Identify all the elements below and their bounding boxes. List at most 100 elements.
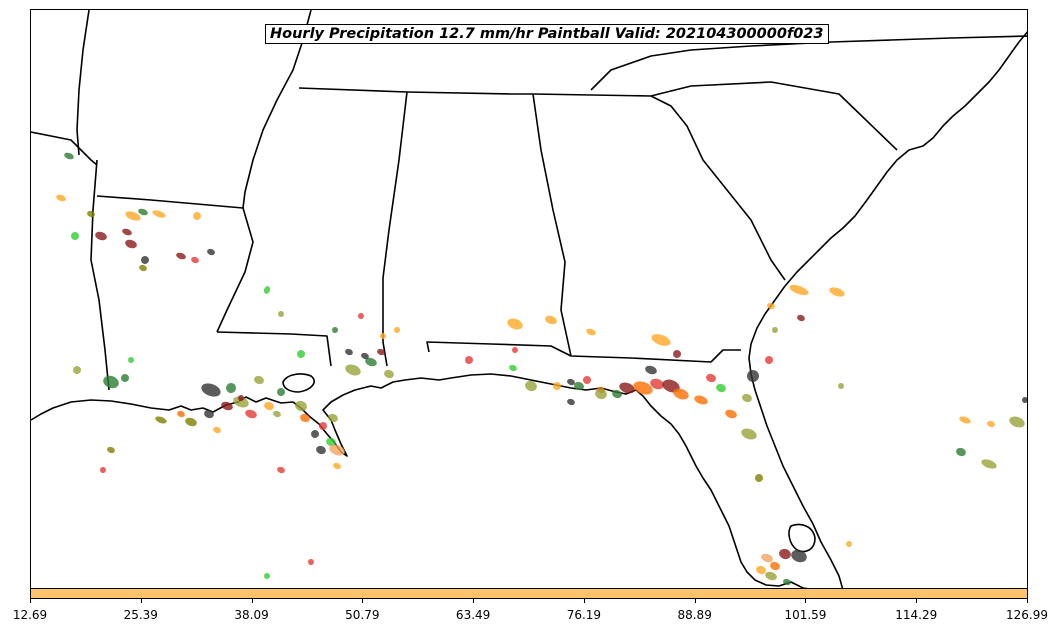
- border-al-fl: [426, 341, 712, 363]
- precip-blob: [761, 553, 773, 563]
- precip-blob: [277, 388, 285, 396]
- precip-blob: [308, 559, 314, 565]
- precip-blob: [783, 578, 791, 586]
- precip-blob: [756, 565, 766, 575]
- precip-blob: [767, 302, 775, 310]
- precip-blob: [201, 383, 221, 397]
- colorbar-tick-label: 114.29: [895, 608, 938, 622]
- precip-blob: [345, 364, 361, 376]
- precip-blob: [987, 420, 995, 428]
- precip-blob: [567, 378, 575, 386]
- precip-blob: [207, 248, 215, 256]
- precip-blob: [264, 573, 270, 579]
- colorbar-tick: [140, 599, 142, 603]
- precip-blob: [747, 370, 759, 382]
- border-la-east: [216, 207, 254, 333]
- colorbar-tick: [473, 599, 475, 603]
- precip-blob: [300, 413, 310, 423]
- precip-blob: [673, 350, 681, 358]
- precip-blob: [71, 232, 79, 240]
- precip-blob: [125, 239, 137, 249]
- precip-blob: [765, 356, 773, 364]
- map-panel: Hourly Precipitation 12.7 mm/hr Paintbal…: [30, 9, 1028, 589]
- precip-blob: [838, 383, 844, 389]
- precip-blob: [673, 388, 689, 400]
- lake-okeechobee: [788, 523, 816, 553]
- precip-blob: [586, 328, 596, 336]
- colorbar-tick-label: 12.69: [12, 608, 48, 622]
- precip-blob: [741, 428, 757, 440]
- border-ms-al: [382, 91, 408, 367]
- precip-blob: [716, 383, 726, 393]
- precip-blob: [789, 284, 809, 296]
- colorbar-tick: [583, 599, 585, 603]
- precip-blob: [56, 194, 66, 202]
- precip-blob: [583, 376, 591, 384]
- border-nc-sc: [650, 81, 898, 151]
- precip-blob: [213, 426, 221, 434]
- precip-blob: [545, 315, 557, 325]
- precip-blob: [103, 375, 119, 389]
- precip-blob: [221, 401, 233, 411]
- border-ga-fl: [710, 349, 741, 363]
- colorbar-tick: [916, 599, 918, 603]
- precip-blob: [956, 447, 966, 457]
- precip-blob: [981, 459, 997, 469]
- precip-blob: [329, 444, 345, 456]
- precip-blob: [152, 210, 166, 218]
- colorbar: [30, 588, 1028, 599]
- colorbar-tick-label: 76.19: [566, 608, 602, 622]
- colorbar-tick-label: 101.59: [784, 608, 827, 622]
- precip-blob: [345, 348, 353, 356]
- precip-blob: [277, 466, 285, 474]
- precip-blob: [651, 334, 671, 346]
- precip-blob: [254, 375, 264, 385]
- precip-blob: [512, 347, 518, 353]
- precip-blob: [553, 382, 561, 390]
- precip-blob: [125, 211, 141, 221]
- precip-blob: [138, 208, 148, 216]
- precip-blob: [612, 389, 622, 399]
- precip-blob: [107, 446, 115, 454]
- precip-blob: [772, 327, 778, 333]
- colorbar-tick: [30, 599, 31, 603]
- border-nc-va: [590, 35, 1027, 91]
- precip-blob: [100, 467, 106, 473]
- map-canvas: [31, 10, 1027, 588]
- precip-blob: [73, 366, 82, 374]
- precip-blob: [959, 416, 971, 424]
- precip-blob: [567, 398, 575, 406]
- precip-blob: [765, 571, 777, 581]
- precip-blob: [316, 445, 326, 455]
- colorbar-tick-label: 126.99: [1006, 608, 1048, 622]
- precip-blob: [650, 378, 664, 390]
- precip-blob: [177, 410, 185, 418]
- precip-blob: [1009, 416, 1025, 428]
- colorbar-tick: [362, 599, 364, 603]
- precip-blob: [645, 365, 657, 375]
- precip-blob: [361, 352, 369, 360]
- precip-blob: [509, 364, 517, 372]
- precip-blob: [595, 388, 607, 400]
- precip-blob: [155, 416, 167, 424]
- precip-blob: [193, 212, 201, 220]
- precip-blob: [238, 395, 244, 401]
- precip-blob: [377, 348, 385, 356]
- border-al-ga: [532, 93, 572, 357]
- precip-blob: [278, 311, 284, 317]
- precip-blob: [139, 264, 147, 272]
- precip-blob: [694, 395, 708, 405]
- precip-blob: [755, 474, 763, 482]
- precip-blob: [797, 314, 805, 322]
- precip-blob: [358, 313, 364, 319]
- colorbar-tick: [805, 599, 807, 603]
- colorbar-tick-label: 88.89: [677, 608, 712, 622]
- colorbar-tick: [1027, 599, 1028, 603]
- colorbar-tick: [251, 599, 253, 603]
- precip-blob: [725, 409, 737, 419]
- lake-pontchartrain: [282, 373, 315, 393]
- precip-blob: [87, 210, 95, 218]
- precip-blob: [263, 286, 271, 294]
- precip-blob: [574, 381, 584, 391]
- precip-blob: [319, 422, 327, 430]
